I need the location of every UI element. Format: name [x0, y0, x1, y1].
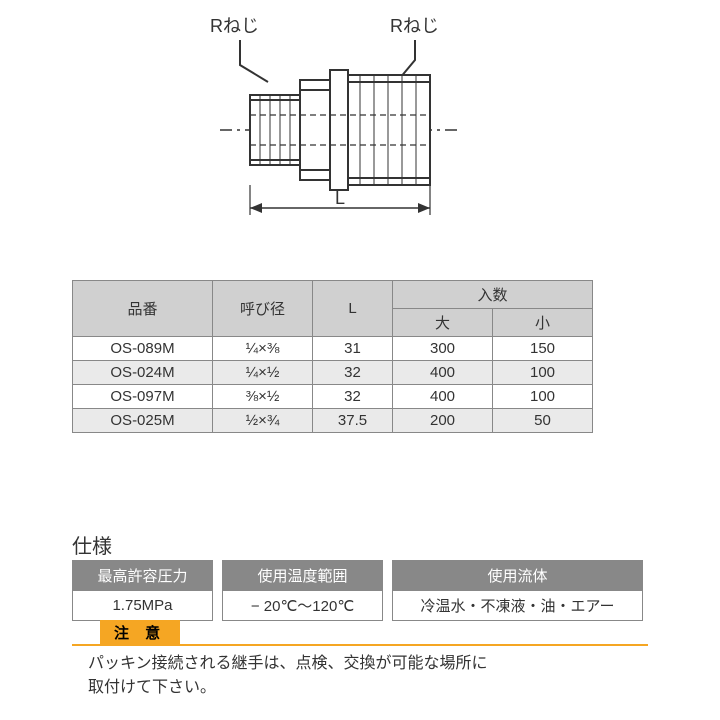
table-row: OS-097M ⅜×½ 32 400 100	[73, 385, 593, 409]
col-part-no: 品番	[73, 281, 213, 337]
dimension-label: L	[335, 188, 345, 208]
spec-val-fluid: 冷温水・不凍液・油・エアー	[393, 591, 643, 621]
thread-label-right: Rねじ	[390, 12, 439, 38]
table-row: OS-025M ½×¾ 37.5 200 50	[73, 409, 593, 433]
caution-badge: 注 意	[100, 620, 180, 645]
spec-val-pressure: 1.75MPa	[73, 591, 213, 621]
thread-label-left: Rねじ	[210, 12, 259, 38]
spec-hdr-fluid: 使用流体	[393, 561, 643, 591]
table-row: OS-024M ¼×½ 32 400 100	[73, 361, 593, 385]
col-qty-large: 大	[393, 309, 493, 337]
spec-table-params: 最高許容圧力 使用温度範囲 使用流体 1.75MPa − 20℃〜120℃ 冷温…	[72, 560, 643, 621]
col-qty-small: 小	[493, 309, 593, 337]
spec-hdr-temp: 使用温度範囲	[223, 561, 383, 591]
spec-table-main: 品番 呼び径 L 入数 大 小 OS-089M ¼×⅜ 31 300 150 O…	[72, 280, 593, 433]
col-qty-group: 入数	[393, 281, 593, 309]
caution-text: パッキン接続される継手は、点検、交換が可能な場所に取付けて下さい。	[88, 652, 648, 700]
col-l: L	[313, 281, 393, 337]
caution-rule	[72, 644, 648, 646]
technical-diagram: Rねじ Rねじ	[160, 10, 560, 240]
fitting-drawing: L	[160, 10, 560, 240]
col-size: 呼び径	[213, 281, 313, 337]
table-row: OS-089M ¼×⅜ 31 300 150	[73, 337, 593, 361]
spec-val-temp: − 20℃〜120℃	[223, 591, 383, 621]
spec-hdr-pressure: 最高許容圧力	[73, 561, 213, 591]
spec-heading: 仕様	[72, 530, 112, 559]
